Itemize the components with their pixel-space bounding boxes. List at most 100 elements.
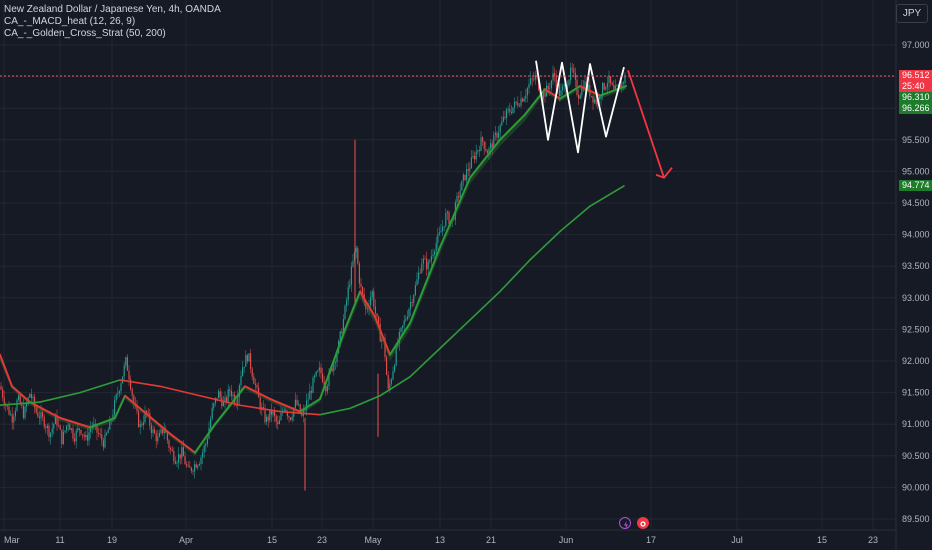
ema-band xyxy=(0,86,626,456)
ema-fast-segment xyxy=(139,407,171,435)
ma200-segment xyxy=(559,205,591,233)
time-axis[interactable]: Mar 11 19 Apr 15 23 May 13 21 Jun 17 Jul 15 23 xyxy=(4,535,878,545)
y-tick-label: 95.000 xyxy=(902,166,930,176)
candle-body xyxy=(395,346,397,366)
candle-body xyxy=(40,412,42,419)
candle-body xyxy=(51,428,53,433)
candle-body xyxy=(442,226,444,232)
y-tick-label: 93.500 xyxy=(902,261,930,271)
candle-body xyxy=(219,391,221,398)
candle-body xyxy=(242,367,244,377)
candle-body xyxy=(202,452,204,458)
candle-body xyxy=(56,414,58,426)
ma200-segment xyxy=(319,407,351,416)
record-icon[interactable] xyxy=(637,517,649,529)
candle-body xyxy=(152,429,154,433)
candle-body xyxy=(611,83,613,86)
candle-body xyxy=(466,169,468,181)
candle-body xyxy=(157,436,159,442)
candle-body xyxy=(147,412,149,414)
candle-body xyxy=(480,137,482,151)
user-drawings[interactable] xyxy=(535,60,673,179)
candle-body xyxy=(14,410,16,417)
indicator-macd-heat[interactable]: CA_-_MACD_heat (12, 26, 9) xyxy=(4,16,136,27)
ema-fast-segment xyxy=(269,397,301,413)
candle-body xyxy=(322,373,324,382)
candle-body xyxy=(464,174,466,181)
candle-body xyxy=(109,419,111,430)
candle-body xyxy=(558,84,560,97)
candle-body xyxy=(574,73,576,80)
ma200-segment xyxy=(39,391,81,403)
candle-body xyxy=(347,287,349,301)
candle-body xyxy=(46,425,48,429)
candle-body xyxy=(178,454,180,463)
candle-body xyxy=(584,81,586,90)
candle-body xyxy=(405,319,407,321)
candle-body xyxy=(461,180,463,191)
candle-body xyxy=(568,79,570,86)
candle-body xyxy=(392,371,394,380)
candle-body xyxy=(458,196,460,198)
candle-body xyxy=(133,395,135,405)
candle-body xyxy=(154,429,156,434)
candle-body xyxy=(608,76,610,84)
candle-body xyxy=(475,151,477,160)
candle-body xyxy=(123,365,125,377)
candle-body xyxy=(22,405,24,418)
candle-body xyxy=(390,379,392,384)
candle-body xyxy=(269,409,271,421)
lightning-icon[interactable] xyxy=(619,517,631,529)
candle-body xyxy=(381,338,383,342)
last-price-tag: 96.512 xyxy=(899,70,932,81)
candle-body xyxy=(360,283,362,288)
candle-body xyxy=(117,393,119,395)
candle-body xyxy=(155,433,157,442)
currency-button[interactable]: JPY xyxy=(896,4,928,23)
candle-body xyxy=(421,263,423,273)
candle-body xyxy=(78,428,80,430)
candle-body xyxy=(118,391,120,394)
candle-body xyxy=(16,400,18,411)
candle-body xyxy=(35,407,37,413)
candle-body xyxy=(488,148,490,154)
ema-fast-segment xyxy=(439,176,471,249)
candle-body xyxy=(522,98,524,102)
candle-body xyxy=(245,355,247,367)
candle-body xyxy=(88,432,90,441)
candle-body xyxy=(290,417,292,420)
candle-body xyxy=(530,78,532,85)
x-tick-label: 15 xyxy=(267,535,277,545)
symbol-title[interactable]: New Zealand Dollar / Japanese Yen, 4h, O… xyxy=(4,4,221,15)
candle-body xyxy=(517,102,519,106)
candle-body xyxy=(94,423,96,425)
candle-body xyxy=(398,332,400,344)
candle-body xyxy=(520,98,522,106)
candle-body xyxy=(115,394,117,401)
candle-body xyxy=(378,316,380,324)
candle-body xyxy=(459,190,461,198)
candle-body xyxy=(606,83,608,88)
candle-body xyxy=(256,385,258,388)
candle-body xyxy=(82,434,84,436)
candle-body xyxy=(387,375,389,389)
candle-body xyxy=(170,447,172,450)
candle-body xyxy=(226,397,228,402)
indicator-golden-cross[interactable]: CA_-_Golden_Cross_Strat (50, 200) xyxy=(4,28,166,39)
ema-fast-segment xyxy=(344,290,361,331)
candle-body xyxy=(370,297,372,306)
candle-body xyxy=(515,101,517,103)
candle-body xyxy=(38,416,40,419)
candle-body xyxy=(213,403,215,408)
candle-body xyxy=(552,72,554,81)
candle-body xyxy=(384,338,386,358)
candle-body xyxy=(467,169,469,171)
candle-body xyxy=(237,397,239,406)
candle-body xyxy=(120,383,122,392)
candle-body xyxy=(139,424,141,427)
ma200-segment xyxy=(239,404,281,413)
candle-body xyxy=(315,371,317,376)
candle-body xyxy=(498,132,500,138)
candle-body xyxy=(437,234,439,243)
